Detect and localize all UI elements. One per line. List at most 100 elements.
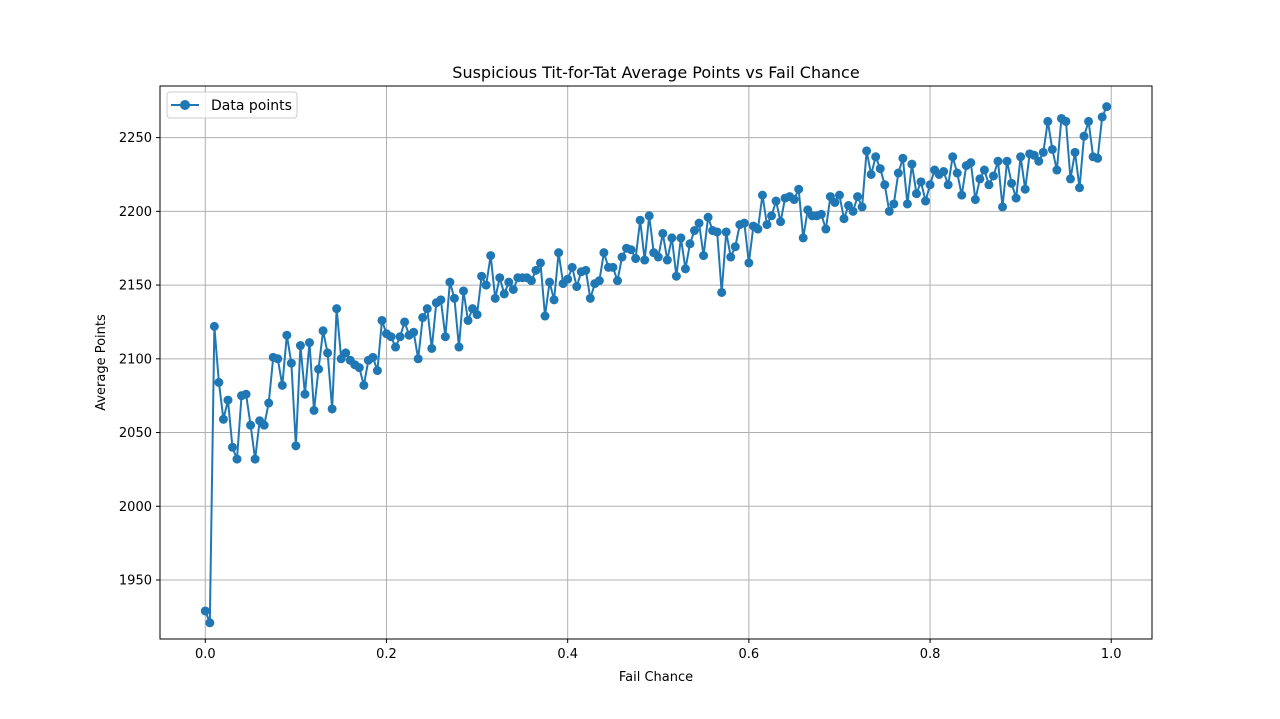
data-point — [526, 276, 536, 286]
data-point — [884, 206, 894, 216]
data-point — [1097, 112, 1107, 122]
data-point — [975, 174, 985, 184]
data-point — [599, 248, 609, 258]
x-tick-label: 0.0 — [195, 647, 216, 662]
data-point — [309, 405, 319, 415]
data-point — [680, 264, 690, 274]
data-point — [295, 341, 305, 351]
data-point — [445, 277, 455, 287]
data-point — [531, 265, 541, 275]
data-point — [218, 414, 228, 424]
data-point — [898, 153, 908, 163]
plot-area — [160, 86, 1152, 639]
data-point — [821, 224, 831, 234]
data-point — [318, 326, 328, 336]
data-point — [721, 227, 731, 237]
data-point — [585, 293, 595, 303]
legend: Data points — [166, 91, 298, 119]
ticks: 0.0 0.2 0.4 0.6 0.8 1.0 1950 2000 2050 2100 2150 22… — [119, 131, 1122, 662]
data-point — [354, 363, 364, 373]
data-point — [757, 190, 767, 200]
data-point — [277, 380, 287, 390]
y-tick-label: 1950 — [119, 574, 152, 589]
data-point — [998, 202, 1008, 212]
data-point — [227, 442, 237, 452]
data-point — [839, 214, 849, 224]
data-point — [323, 348, 333, 358]
data-point — [1102, 102, 1112, 112]
data-point — [916, 177, 926, 187]
data-point — [386, 332, 396, 342]
x-tick-label: 0.8 — [920, 647, 941, 662]
data-point — [273, 354, 283, 364]
x-tick-label: 0.2 — [376, 647, 397, 662]
data-point — [717, 287, 727, 297]
data-point — [862, 146, 872, 156]
data-point — [1002, 156, 1012, 166]
data-point — [889, 199, 899, 209]
y-tick-label: 2200 — [119, 205, 152, 220]
data-point — [413, 354, 423, 364]
data-point — [1070, 147, 1080, 157]
data-point — [712, 227, 722, 237]
data-point — [372, 366, 382, 376]
data-point — [762, 220, 772, 230]
data-point — [1016, 152, 1026, 162]
data-point — [1061, 116, 1071, 126]
data-point — [1011, 193, 1021, 203]
data-point — [608, 262, 618, 272]
data-point — [241, 389, 251, 399]
data-point — [368, 352, 378, 362]
data-point — [232, 454, 242, 464]
data-point — [834, 190, 844, 200]
data-point — [662, 255, 672, 265]
data-point — [563, 274, 573, 284]
chart-title: Suspicious Tit-for-Tat Average Points vs… — [452, 63, 859, 82]
data-point — [685, 239, 695, 249]
data-point — [395, 332, 405, 342]
data-point — [427, 343, 437, 353]
data-point — [458, 286, 468, 296]
data-point — [422, 304, 432, 314]
data-point — [481, 280, 491, 290]
data-point — [209, 321, 219, 331]
data-point — [667, 233, 677, 243]
data-point — [907, 159, 917, 169]
data-point — [798, 233, 808, 243]
data-point — [739, 218, 749, 228]
y-tick-label: 2100 — [119, 352, 152, 367]
data-point — [549, 295, 559, 305]
data-point — [952, 168, 962, 178]
data-point — [567, 262, 577, 272]
data-point — [658, 228, 668, 238]
data-point — [676, 233, 686, 243]
data-point — [921, 196, 931, 206]
data-point — [250, 454, 260, 464]
y-tick-label: 2000 — [119, 500, 152, 515]
data-point — [1065, 174, 1075, 184]
data-point — [454, 342, 464, 352]
data-point — [730, 242, 740, 252]
data-point — [1007, 178, 1017, 188]
data-point — [671, 271, 681, 281]
data-point — [486, 251, 496, 261]
data-point — [535, 258, 545, 268]
data-point — [1075, 183, 1085, 193]
data-point — [436, 295, 446, 305]
data-point — [875, 164, 885, 174]
data-point — [499, 289, 509, 299]
data-point — [545, 277, 555, 287]
data-point — [893, 168, 903, 178]
data-point — [988, 171, 998, 181]
data-point — [771, 196, 781, 206]
data-point — [327, 404, 337, 414]
data-point — [880, 180, 890, 190]
data-point — [631, 254, 641, 264]
data-point — [871, 152, 881, 162]
data-point — [377, 315, 387, 325]
data-point — [966, 158, 976, 168]
data-point — [848, 206, 858, 216]
data-point — [694, 218, 704, 228]
data-point — [472, 310, 482, 320]
data-point — [939, 167, 949, 177]
